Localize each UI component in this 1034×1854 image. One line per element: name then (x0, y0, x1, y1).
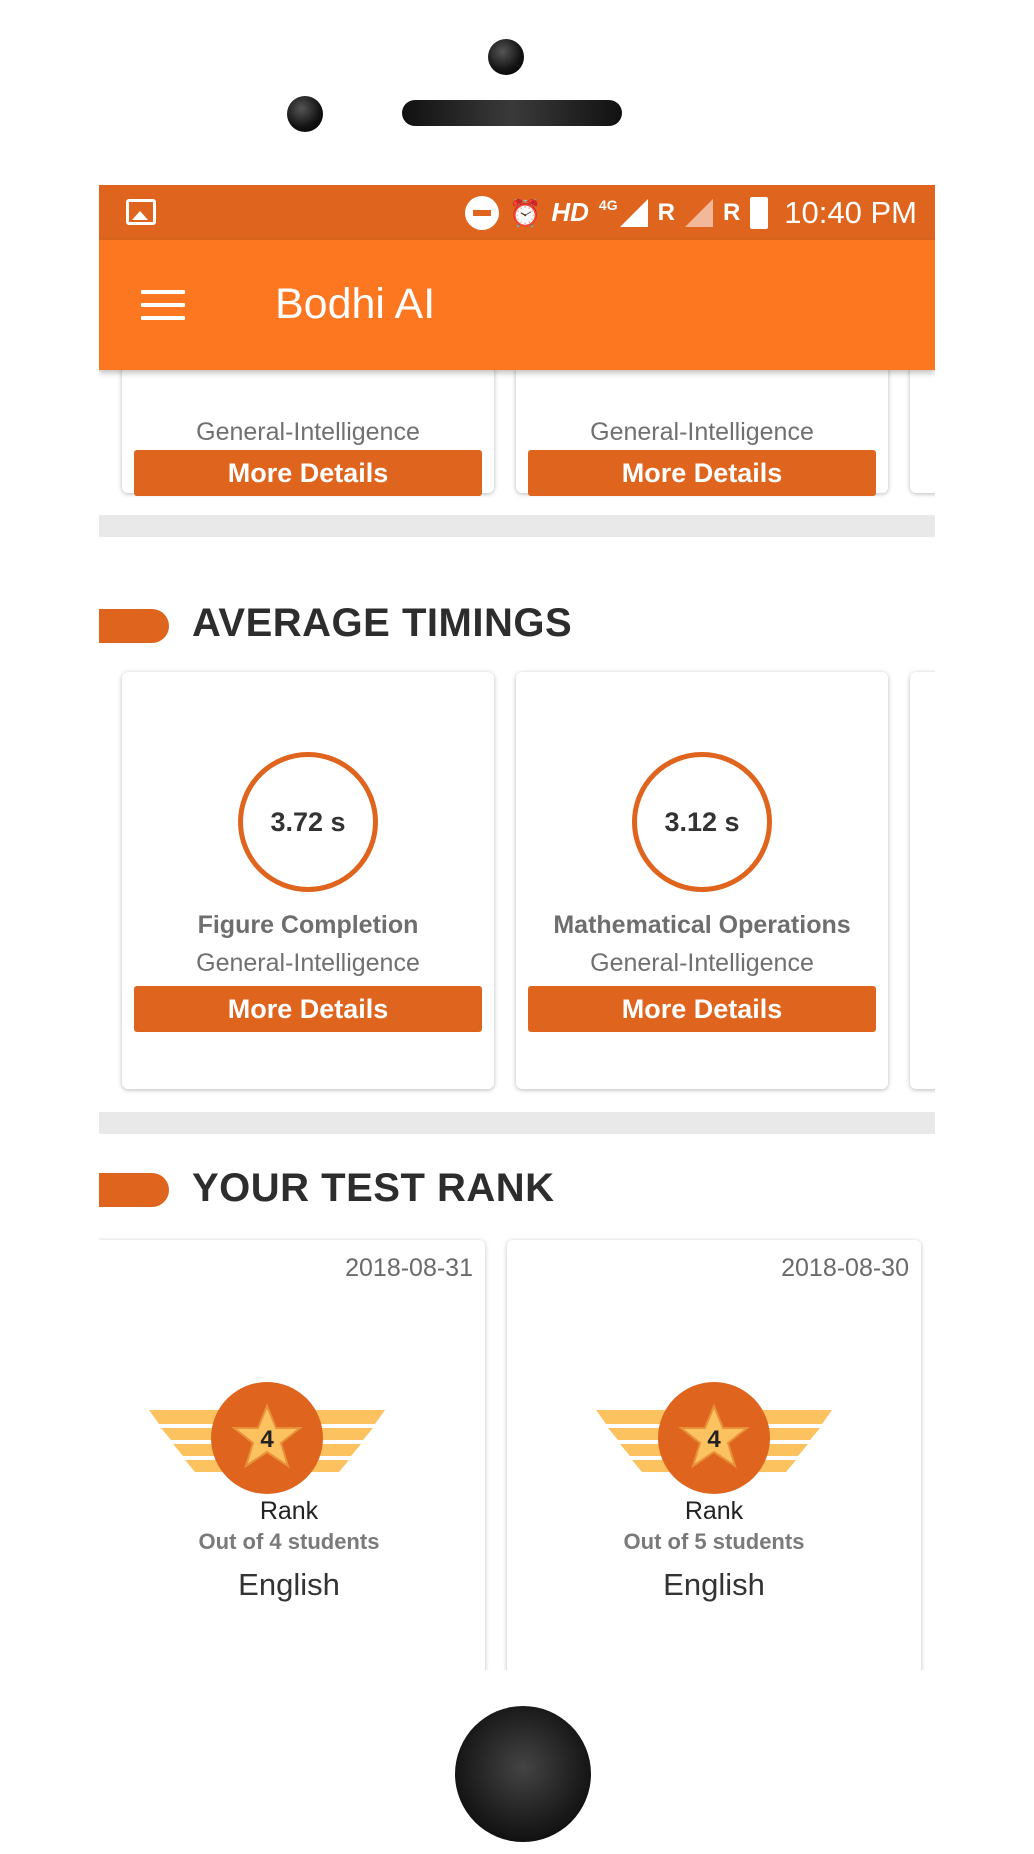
roaming-indicator: R (722, 198, 741, 226)
test-date: 2018-08-30 (781, 1254, 909, 1282)
card-subject: General-Intelligence (590, 418, 814, 446)
signal-icon (684, 198, 713, 227)
more-details-button[interactable]: More Details (528, 450, 876, 496)
timing-card: 3.72 s Figure Completion General-Intelli… (122, 672, 494, 1089)
average-time: 3.72 s (270, 806, 346, 837)
section-divider (99, 1112, 935, 1134)
front-camera-icon (488, 39, 524, 75)
rank-number: 4 (260, 1426, 274, 1453)
section-marker (99, 1173, 169, 1207)
more-details-button[interactable]: More Details (528, 986, 876, 1032)
app-title: Bodhi AI (275, 280, 436, 328)
card-topic: Mathematical Operations (553, 911, 851, 939)
section-title-average-timings: AVERAGE TIMINGS (192, 601, 573, 645)
clock: 10:40 PM (784, 194, 917, 230)
card-topic: Figure Completion (197, 911, 419, 939)
rank-subject: English (663, 1567, 765, 1602)
rank-label: Rank (684, 1497, 744, 1525)
screen: ⏰ HD 4G R R 10:40 PM Bodhi AI General-In… (99, 185, 935, 1670)
rank-label: Rank (259, 1497, 319, 1525)
rank-subject: English (238, 1567, 340, 1602)
card-subject: General-Intelligence (590, 949, 814, 977)
battery-charging-icon (750, 196, 769, 229)
hd-voice-indicator: HD (551, 197, 589, 227)
signal-icon (619, 198, 648, 227)
rank-number: 4 (707, 1426, 721, 1453)
roaming-indicator: R (657, 198, 675, 226)
earpiece-speaker (402, 100, 622, 126)
app-bar: Bodhi AI (99, 240, 935, 370)
home-button[interactable] (455, 1706, 591, 1842)
timing-card: 3.12 s Mathematical Operations General-I… (516, 672, 888, 1089)
timing-card-partial[interactable] (910, 672, 935, 1089)
rank-card[interactable]: 2018-08-31 4 Rank Out of 4 students Engl… (99, 1240, 485, 1670)
section-title-test-rank: YOUR TEST RANK (192, 1166, 555, 1210)
card-subject: General-Intelligence (196, 418, 420, 446)
network-type-indicator: 4G (598, 197, 618, 213)
timer-ring: 3.72 s (238, 752, 378, 892)
alarm-icon: ⏰ (508, 197, 542, 228)
test-date: 2018-08-31 (345, 1254, 473, 1282)
rank-badge-icon: 4 (596, 1382, 832, 1494)
average-time: 3.12 s (664, 806, 740, 837)
rank-out-of: Out of 5 students (623, 1529, 805, 1554)
hamburger-menu-icon[interactable] (141, 290, 185, 320)
image-notification-icon (126, 199, 156, 225)
rank-out-of: Out of 4 students (198, 1529, 380, 1554)
section-divider (99, 515, 935, 537)
more-details-button[interactable]: More Details (134, 986, 482, 1032)
rank-card[interactable]: 2018-08-30 4 Rank Out of 5 students Engl… (507, 1240, 921, 1670)
section-marker (99, 609, 169, 643)
do-not-disturb-icon (464, 195, 499, 230)
status-bar: ⏰ HD 4G R R 10:40 PM (99, 185, 935, 240)
timer-ring: 3.12 s (632, 752, 772, 892)
more-details-button[interactable]: More Details (134, 450, 482, 496)
proximity-sensor-icon (287, 96, 323, 132)
rank-badge-icon: 4 (149, 1382, 385, 1494)
card-subject: General-Intelligence (196, 949, 420, 977)
